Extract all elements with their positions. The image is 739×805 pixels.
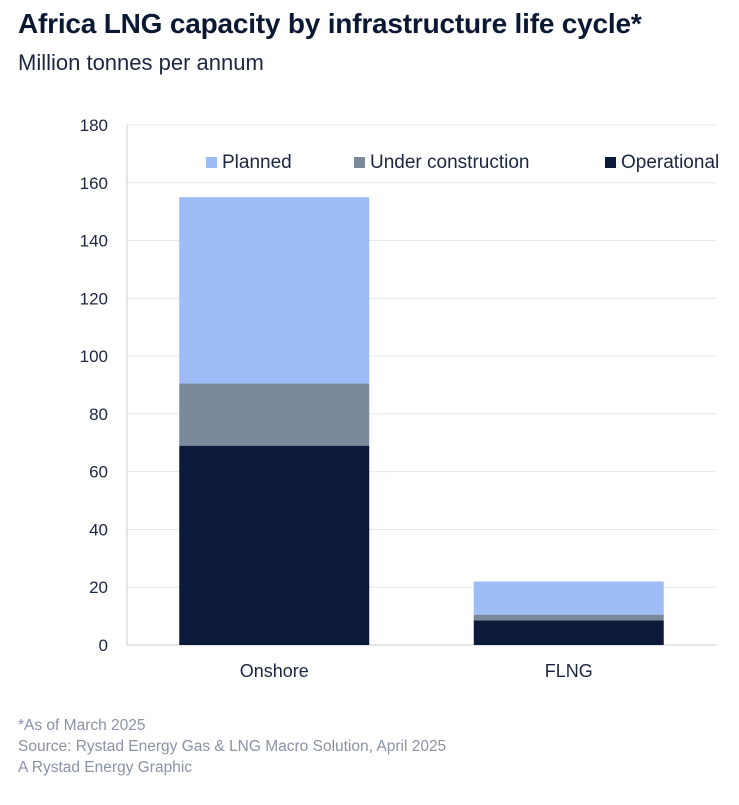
bars (179, 197, 664, 645)
legend: Planned Under construction Operational (206, 152, 719, 173)
bar-segment-under-construction (473, 614, 664, 621)
legend-swatch (605, 157, 616, 168)
bar-segment-planned (179, 197, 370, 384)
y-tick-label: 140 (80, 232, 108, 251)
y-tick-label: 180 (80, 116, 108, 135)
legend-label: Operational (621, 152, 719, 173)
chart-title: Africa LNG capacity by infrastructure li… (18, 8, 642, 39)
y-tick-label: 60 (89, 463, 108, 482)
bar-segment-operational (473, 620, 664, 645)
chart-subtitle: Million tonnes per annum (18, 50, 264, 75)
bar-segment-planned (473, 581, 664, 615)
stacked-bar-chart: 0 20 40 60 80 100 120 140 160 180 Onshore FLNG Pla… (80, 116, 720, 681)
y-tick-label: 40 (89, 520, 108, 539)
footer: *As of March 2025 Source: Rystad Energy … (18, 715, 446, 778)
legend-item: Operational (605, 152, 719, 173)
source-note: Source: Rystad Energy Gas & LNG Macro So… (18, 738, 447, 755)
footnote: *As of March 2025 (18, 717, 146, 734)
y-tick-label: 20 (89, 578, 108, 597)
legend-swatch (354, 157, 365, 168)
legend-swatch (206, 157, 217, 168)
y-tick-label: 100 (80, 347, 108, 366)
y-axis-ticks: 0 20 40 60 80 100 120 140 160 180 (80, 116, 108, 655)
y-tick-label: 160 (80, 174, 108, 193)
legend-label: Planned (222, 152, 292, 173)
bar-segment-operational (179, 445, 370, 645)
x-axis-ticks: Onshore FLNG (240, 661, 593, 681)
y-tick-label: 0 (99, 636, 108, 655)
credit-note: A Rystad Energy Graphic (18, 759, 193, 776)
y-tick-label: 120 (80, 289, 108, 308)
y-tick-label: 80 (89, 405, 108, 424)
legend-item: Under construction (354, 152, 529, 173)
x-tick-label: FLNG (545, 661, 593, 681)
x-tick-label: Onshore (240, 661, 309, 681)
legend-label: Under construction (370, 152, 529, 173)
bar-segment-under-construction (179, 383, 370, 446)
legend-item: Planned (206, 152, 292, 173)
